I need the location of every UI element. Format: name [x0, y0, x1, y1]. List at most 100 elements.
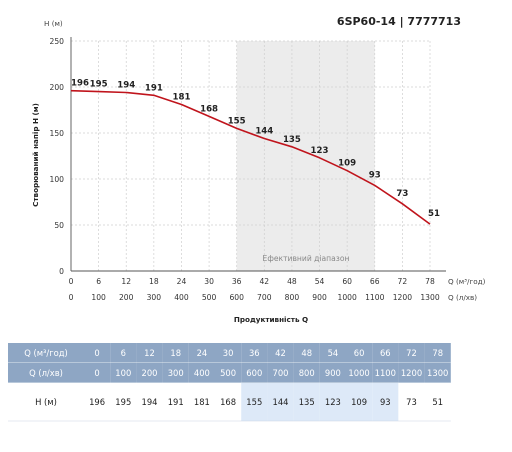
- x-tick-label-lmin: 500: [202, 293, 217, 302]
- table-cell-bg: [398, 343, 425, 363]
- table-cell-bg: [162, 383, 189, 421]
- y-tick-label: 50: [54, 221, 64, 230]
- table-cell: 30: [223, 348, 234, 358]
- table-cell: 181: [194, 397, 210, 407]
- table-cell-bg: [84, 383, 111, 421]
- table-row-label-cell: [8, 363, 84, 383]
- x-tick-label-m3h: 48: [287, 277, 297, 286]
- x-tick-label-m3h: 42: [259, 277, 269, 286]
- table-cell-bg: [398, 363, 425, 383]
- table-cell-bg: [110, 363, 137, 383]
- table-row-label: Q (м³/год): [24, 348, 68, 358]
- x-tick-label-lmin: 600: [229, 293, 244, 302]
- table-cell-bg: [188, 383, 215, 421]
- table-cell-bg: [319, 343, 346, 363]
- table-cell: 155: [246, 397, 262, 407]
- table-cell-bg: [267, 383, 294, 421]
- table-cell-bg: [188, 343, 215, 363]
- x-tick-label-m3h: 54: [315, 277, 325, 286]
- x-tick-label-m3h: 24: [177, 277, 187, 286]
- table-cell-bg: [136, 383, 163, 421]
- y-tick-label: 250: [50, 37, 65, 46]
- table-cell: 72: [406, 348, 417, 358]
- table-cell: 109: [351, 397, 367, 407]
- table-cell: 135: [299, 397, 315, 407]
- table-cell-bg: [215, 363, 242, 383]
- table-cell-bg: [372, 363, 399, 383]
- x-tick-label-m3h: 60: [342, 277, 352, 286]
- x-tick-label-lmin: 400: [174, 293, 189, 302]
- table-cell-bg: [162, 363, 189, 383]
- table-cell-bg: [136, 363, 163, 383]
- table-cell-bg: [110, 383, 137, 421]
- table-cell: 194: [142, 397, 158, 407]
- table-cell-bg: [319, 383, 346, 421]
- table-cell: 54: [328, 348, 339, 358]
- table-cell: 600: [246, 368, 262, 378]
- x-axis-label: Продуктивність Q: [234, 315, 308, 324]
- table-cell: 0: [94, 368, 99, 378]
- table-cell-bg: [241, 343, 268, 363]
- efficient-range-label: Ефективний діапазон: [263, 254, 350, 263]
- table-cell: 100: [115, 368, 131, 378]
- table-cell-bg: [424, 343, 451, 363]
- table-cell: 60: [354, 348, 365, 358]
- x-tick-label-lmin: 900: [312, 293, 327, 302]
- table-cell-bg: [188, 363, 215, 383]
- x-tick-label-m3h: 12: [121, 277, 131, 286]
- x-tick-label-m3h: 6: [96, 277, 101, 286]
- table-cell-bg: [398, 383, 425, 421]
- y-axis-label: Створюваний напір H (м): [31, 103, 40, 207]
- table-cell-bg: [215, 383, 242, 421]
- y-axis-unit: H (м): [44, 19, 63, 28]
- table-cell: 0: [94, 348, 99, 358]
- table-row-label-cell: [8, 383, 84, 421]
- table-cell: 93: [380, 397, 391, 407]
- data-label: 51: [428, 209, 440, 219]
- x-axis-unit-primary: Q (м³/год): [448, 277, 486, 286]
- table-cell: 24: [197, 348, 208, 358]
- table-row-label: Q (л/хв): [29, 368, 63, 378]
- data-label: 144: [255, 127, 273, 137]
- table-cell: 191: [168, 397, 184, 407]
- x-tick-label-lmin: 100: [91, 293, 106, 302]
- table-cell: 1000: [348, 368, 369, 378]
- table-cell-bg: [136, 343, 163, 363]
- data-label: 135: [283, 135, 301, 145]
- table-cell-bg: [372, 343, 399, 363]
- table-cell-bg: [84, 363, 111, 383]
- data-label: 123: [311, 146, 329, 156]
- table-cell: 66: [380, 348, 391, 358]
- table-row-label-cell: [8, 343, 84, 363]
- x-tick-label-lmin: 1000: [337, 293, 356, 302]
- table-cell: 200: [142, 368, 158, 378]
- table-cell: 36: [249, 348, 260, 358]
- x-tick-label-m3h: 66: [370, 277, 380, 286]
- table-cell-bg: [346, 383, 373, 421]
- x-tick-label-lmin: 1300: [420, 293, 439, 302]
- x-tick-label-lmin: 700: [257, 293, 272, 302]
- y-tick-label: 0: [59, 267, 64, 276]
- efficient-range-band: [236, 41, 375, 271]
- data-label: 191: [145, 83, 163, 93]
- table-cell-bg: [84, 343, 111, 363]
- data-label: 195: [90, 80, 108, 90]
- chart-title: 6SP60-14 | 7777713: [337, 15, 461, 28]
- table-cell: 300: [168, 368, 184, 378]
- table-cell: 144: [273, 397, 289, 407]
- table-cell-bg: [293, 343, 320, 363]
- table-cell-bg: [346, 363, 373, 383]
- table-cell-bg: [267, 343, 294, 363]
- table-cell: 700: [273, 368, 289, 378]
- x-tick-label-m3h: 78: [425, 277, 435, 286]
- data-label: 168: [200, 104, 218, 114]
- x-tick-label-lmin: 800: [285, 293, 300, 302]
- table-cell: 400: [194, 368, 210, 378]
- table-cell: 900: [325, 368, 341, 378]
- data-label: 181: [172, 92, 190, 102]
- table-cell-bg: [293, 363, 320, 383]
- table-cell-bg: [293, 383, 320, 421]
- x-tick-label-m3h: 30: [204, 277, 214, 286]
